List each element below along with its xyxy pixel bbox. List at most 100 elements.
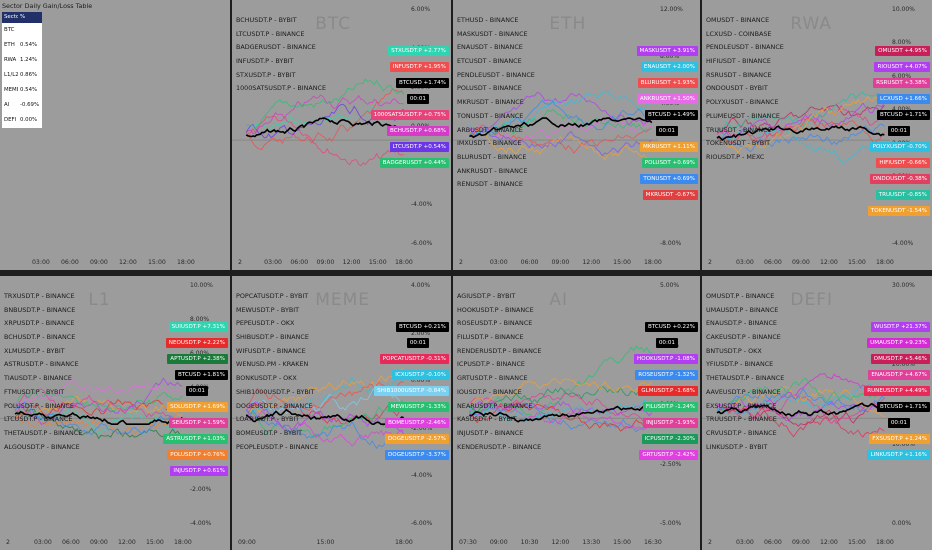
symbol-label[interactable]: AGIUSDT.P - BYBIT xyxy=(457,292,516,300)
symbol-label[interactable]: KENDERUSDT.P - BINANCE xyxy=(457,442,542,451)
symbol-label[interactable]: FILUSDT.P - BINANCE xyxy=(457,333,524,342)
symbol-label[interactable]: INFUSDT.P - BYBIT xyxy=(236,57,294,66)
symbol-label[interactable]: SHIB1000USDT.P - BYBIT xyxy=(236,387,315,396)
symbol-label[interactable]: EXSUSDT.P - BINANCE xyxy=(706,401,777,410)
time-axis[interactable]: 07:30 09:00 10:30 12:00 13:30 15:00 16:30 xyxy=(453,534,662,550)
symbol-label[interactable]: UMAUSDT.P - BINANCE xyxy=(706,305,779,314)
symbol-label[interactable]: ONDOUSDT - BYBIT xyxy=(706,84,768,93)
symbol-label[interactable]: PENDLEUSDT - BINANCE xyxy=(706,43,784,52)
symbol-label[interactable]: AAVEUSDT.P - BINANCE xyxy=(706,387,781,396)
symbol-label[interactable]: POPCATUSDT.P - BYBIT xyxy=(236,292,309,300)
symbol-label[interactable]: WENUSD.PM - KRAKEN xyxy=(236,360,309,369)
time-axis[interactable]: 2 03:00 06:00 09:00 12:00 15:00 18:00 xyxy=(702,254,894,270)
symbol-label[interactable]: CRVUSDT.P - BINANCE xyxy=(706,428,777,437)
symbol-list: OMUSDT - BINANCE LCXUSD - COINBASE PENDLEU… xyxy=(706,14,784,165)
symbol-label[interactable]: XRPUSDT.P - BINANCE xyxy=(4,319,75,328)
symbol-label[interactable]: LCXUSD - COINBASE xyxy=(706,29,772,38)
symbol-label[interactable]: ETHUSD - BINANCE xyxy=(457,16,519,24)
symbol-label[interactable]: TRUUSDT.P - BINANCE xyxy=(706,415,777,424)
price-scale[interactable]: 30.00% 20.00% 10.00% 0.00% xyxy=(890,276,932,550)
symbol-label[interactable]: POLUSDT.P - BINANCE xyxy=(4,401,74,410)
symbol-label[interactable]: ROSEUSDT.P - BINANCE xyxy=(457,319,533,328)
symbol-label[interactable]: BOMEUSDT.P - BYBIT xyxy=(236,428,303,437)
symbol-label[interactable]: LINKUSDT.P - BYBIT xyxy=(706,442,768,451)
symbol-label[interactable]: FTMUSDT.P - BYBIT xyxy=(4,387,65,396)
symbol-label[interactable]: PEPEUSDT.P - OKX xyxy=(236,319,295,328)
chart-panel-rwa[interactable]: RWA OMUSDT - BINANCE LCXUSD - COINBASE PEND… xyxy=(702,0,932,270)
symbol-label[interactable]: 1000SATSUSDT.P - BINANCE xyxy=(236,84,327,93)
price-scale[interactable]: 5.00%2.50%0.00%-2.50%-5.00% xyxy=(658,276,700,550)
symbol-label[interactable]: POLYXUSDT - BINANCE xyxy=(706,98,779,107)
symbol-label[interactable]: BNBUSDT.P - BINANCE xyxy=(4,305,76,314)
symbol-label[interactable]: KASUSDT.P - BYBIT xyxy=(457,415,517,424)
price-scale[interactable]: 4.00% 2.00% 0.00% -2.00% -4.00% -6.00% xyxy=(409,276,451,550)
symbol-label[interactable]: BCHUSDT.P - BINANCE xyxy=(4,333,76,342)
symbol-label[interactable]: LOATUSDT.P - BYBIT xyxy=(236,415,300,424)
symbol-label[interactable]: RENDERUSDT.P - BINANCE xyxy=(457,346,542,355)
symbol-label[interactable]: CAKEUSDT.P - BINANCE xyxy=(706,333,781,342)
symbol-label[interactable]: PLUMEUSDT - BINANCE xyxy=(706,111,780,120)
symbol-label[interactable]: SHIBUSDT.P - BINANCE xyxy=(236,333,309,342)
row-divider[interactable] xyxy=(0,270,932,276)
symbol-label[interactable]: BLURUSDT - BINANCE xyxy=(457,152,527,161)
symbol-label[interactable]: TIAUSDT.P - BINANCE xyxy=(4,374,72,383)
symbol-label[interactable]: GRTUSDT.P - BINANCE xyxy=(457,374,528,383)
sector-table-panel[interactable]: Sector Daily Gain/Loss Table Sector % Ch… xyxy=(0,0,230,270)
symbol-label[interactable]: IMXUSDT - BINANCE xyxy=(457,139,522,148)
symbol-label[interactable]: OMUSDT - BINANCE xyxy=(706,16,770,24)
symbol-label[interactable]: BONKUSDT.P - OKX xyxy=(236,374,297,383)
symbol-label[interactable]: INJUSDT.P - BINANCE xyxy=(457,428,524,437)
price-lines xyxy=(0,377,188,440)
symbol-label[interactable]: TOKENUSDT - BYBIT xyxy=(706,139,770,148)
symbol-label[interactable]: IOUSDT.P - BINANCE xyxy=(457,387,522,396)
symbol-label[interactable]: PEOPLEUSDT.P - BINANCE xyxy=(236,442,319,451)
symbol-label[interactable]: OMUSDT.P - BINANCE xyxy=(706,292,775,300)
symbol-label[interactable]: TRXUSDT.P - BINANCE xyxy=(4,292,75,300)
symbol-label[interactable]: BADGERUSDT - BINANCE xyxy=(236,43,316,52)
symbol-label[interactable]: ENAUSDT - BINANCE xyxy=(457,43,523,52)
symbol-label[interactable]: TRUUSDT - BINANCE xyxy=(706,125,772,134)
symbol-label[interactable]: BCHUSDT.P - BYBIT xyxy=(236,16,297,24)
symbol-label[interactable]: THETAUSDT.P - BINANCE xyxy=(4,428,83,437)
symbol-label[interactable]: ASTRUSDT.P - BINANCE xyxy=(4,360,79,369)
symbol-label[interactable]: BNTUSDT.P - OKX xyxy=(706,346,762,355)
symbol-label[interactable]: STXUSDT.P - BYBIT xyxy=(236,70,296,79)
chart-panel-defi[interactable]: DEFI OMUSDT.P - BINANCE UMAUSDT.P - BINANC… xyxy=(702,276,932,550)
symbol-label[interactable]: WIFUSDT.P - BINANCE xyxy=(236,346,306,355)
time-axis[interactable]: 2 03:00 06:00 09:00 12:00 15:00 18:00 xyxy=(453,254,662,270)
time-axis[interactable]: 2 03:00 06:00 09:00 12:00 15:00 18:00 xyxy=(702,534,894,550)
symbol-label[interactable]: DOGEUSDT.P - BINANCE xyxy=(236,401,313,410)
symbol-label[interactable]: NEARUSDT.P - BINANCE xyxy=(457,401,533,410)
symbol-label[interactable]: ETCUSDT - BINANCE xyxy=(457,57,522,66)
chart-panel-meme[interactable]: MEME POPCATUSDT.P - BYBIT MEWUSDT.P - BYBI… xyxy=(232,276,451,550)
symbol-label[interactable]: ENAUSDT.P - BINANCE xyxy=(706,319,777,328)
symbol-label[interactable]: RENUSDT - BINANCE xyxy=(457,180,523,189)
time-axis[interactable]: 2 03:00 06:00 09:00 12:00 15:00 18:00 xyxy=(0,534,192,550)
symbol-label[interactable]: LTCUSDT.P - BINANCE xyxy=(4,415,73,424)
chart-panel-l1[interactable]: L1 TRXUSDT.P - BINANCE BNBUSDT.P - BINANCE… xyxy=(0,276,230,550)
chart-panel-eth[interactable]: ETH ETHUSD - BINANCE MASKUSDT - BINANCE ENA… xyxy=(453,0,700,270)
symbol-label[interactable]: MASKUSDT - BINANCE xyxy=(457,29,528,38)
symbol-label[interactable]: ARBUSDT - BINANCE xyxy=(457,125,523,134)
time-axis[interactable]: 09:00 15:00 18:00 xyxy=(232,534,413,550)
chart-panel-ai[interactable]: AI AGIUSDT.P - BYBIT HOOKUSDT.P - BINANCE R… xyxy=(453,276,700,550)
symbol-label[interactable]: YFIUSDT.P - BINANCE xyxy=(706,360,774,369)
symbol-label[interactable]: HIFIUSDT - BINANCE xyxy=(706,57,771,66)
symbol-label[interactable]: MKRUSDT - BINANCE xyxy=(457,98,524,107)
symbol-label[interactable]: RIOUSDT.P - MEXC xyxy=(706,152,765,161)
symbol-label[interactable]: POLUSDT - BINANCE xyxy=(457,84,522,93)
symbol-label[interactable]: RSRUSDT - BINANCE xyxy=(706,70,772,79)
price-scale[interactable]: 10.00%8.00%6.00%4.00%2.00%0.00%-2.00%-4.… xyxy=(188,276,230,550)
symbol-label[interactable]: THETAUSDT.P - BINANCE xyxy=(706,374,785,383)
symbol-label[interactable]: ANKRUSDT - BINANCE xyxy=(457,166,528,175)
symbol-label[interactable]: XLMUSDT.P - BYBIT xyxy=(4,346,65,355)
symbol-label[interactable]: ICPUSDT.P - BINANCE xyxy=(457,360,525,369)
chart-panel-btc[interactable]: BTC BCHUSDT.P - BYBIT LTCUSDT.P - BINANCE B… xyxy=(232,0,451,270)
symbol-label[interactable]: MEWUSDT.P - BYBIT xyxy=(236,305,300,314)
symbol-label[interactable]: PENDLEUSDT - BINANCE xyxy=(457,70,535,79)
symbol-label[interactable]: LTCUSDT.P - BINANCE xyxy=(236,29,305,38)
symbol-label[interactable]: HOOKUSDT.P - BINANCE xyxy=(457,305,534,314)
symbol-label[interactable]: TONUSDT - BINANCE xyxy=(457,111,524,120)
symbol-label[interactable]: ALGOUSDT.P - BINANCE xyxy=(4,442,80,451)
time-axis[interactable]: 2 03:00 06:00 09:00 12:00 15:00 18:00 xyxy=(232,254,413,270)
